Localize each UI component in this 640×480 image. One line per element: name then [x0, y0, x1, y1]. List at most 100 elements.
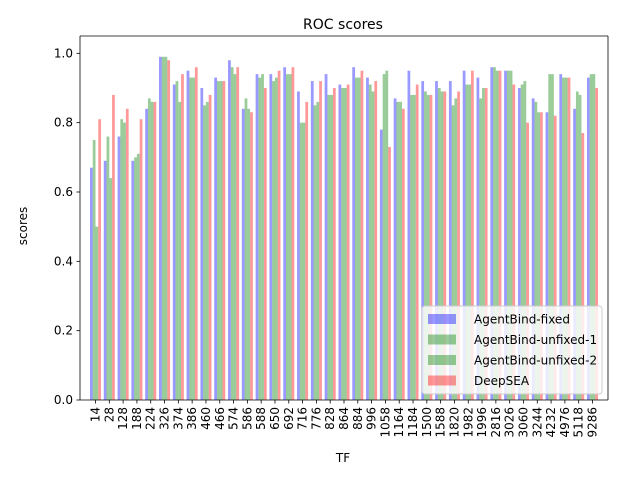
bar-agentbind-unfixed-2-5118 [578, 94, 582, 401]
x-tick-label: 716 [296, 407, 310, 430]
bar-agentbind-unfixed-2-326 [164, 56, 168, 401]
bar-agentbind-unfixed-2-224 [150, 101, 154, 401]
bar-deepsea-716 [305, 101, 309, 401]
bar-agentbind-unfixed-2-3026 [509, 70, 513, 401]
bar-agentbind-unfixed-1-864 [341, 88, 344, 400]
bar-agentbind-fixed-460 [200, 88, 204, 400]
bar-agentbind-unfixed-1-1588 [437, 88, 441, 400]
bar-agentbind-unfixed-1-14 [92, 140, 96, 400]
x-tick-label: 466 [213, 407, 227, 430]
bar-agentbind-unfixed-1-1500 [424, 91, 427, 400]
bar-agentbind-unfixed-2-2816 [495, 70, 499, 401]
bar-agentbind-fixed-1184 [407, 70, 411, 401]
bar-agentbind-unfixed-1-3060 [520, 84, 524, 400]
x-tick-label: 28 [102, 407, 116, 422]
x-tick-label: 884 [351, 407, 365, 430]
bar-agentbind-unfixed-2-9286 [592, 74, 596, 400]
x-tick-label: 996 [365, 407, 379, 430]
bar-agentbind-unfixed-1-224 [147, 98, 151, 401]
bar-agentbind-unfixed-1-1996 [479, 98, 483, 401]
bar-deepsea-574 [236, 67, 240, 400]
x-tick-label: 2816 [489, 407, 503, 438]
bar-agentbind-unfixed-2-188 [136, 153, 140, 400]
bar-agentbind-unfixed-1-716 [299, 122, 303, 401]
bar-agentbind-unfixed-2-1996 [482, 88, 485, 400]
bar-deepsea-588 [263, 88, 267, 400]
x-tick-label: 1588 [434, 407, 448, 438]
bar-agentbind-unfixed-2-650 [274, 77, 278, 400]
bar-deepsea-4976 [567, 77, 571, 400]
bar-agentbind-fixed-224 [145, 108, 148, 401]
bar-agentbind-fixed-574 [228, 60, 231, 401]
bar-agentbind-unfixed-1-374 [175, 81, 179, 400]
bar-agentbind-unfixed-2-14 [95, 226, 99, 400]
bar-agentbind-unfixed-2-3060 [523, 81, 527, 400]
bar-agentbind-unfixed-1-386 [189, 77, 193, 400]
bar-agentbind-fixed-188 [131, 160, 135, 400]
bar-agentbind-unfixed-2-574 [233, 74, 237, 400]
bar-deepsea-224 [153, 101, 157, 401]
bar-agentbind-fixed-776 [310, 81, 314, 400]
bar-agentbind-unfixed-2-4232 [551, 74, 554, 400]
bar-deepsea-3060 [526, 122, 529, 401]
x-tick-label: 574 [227, 407, 241, 430]
y-tick-label: 0.8 [54, 116, 73, 130]
x-tick-label: 692 [282, 407, 296, 430]
bar-agentbind-unfixed-2-1500 [426, 94, 430, 401]
bar-agentbind-unfixed-2-386 [192, 77, 195, 400]
bar-agentbind-unfixed-2-374 [178, 101, 182, 401]
x-tick-label: 188 [130, 407, 144, 430]
bar-deepsea-586 [250, 112, 253, 401]
bar-agentbind-fixed-1820 [448, 81, 452, 400]
bar-deepsea-864 [346, 84, 350, 400]
x-tick-label: 460 [199, 407, 213, 430]
bar-agentbind-unfixed-2-460 [205, 101, 209, 401]
x-tick-label: 586 [240, 407, 254, 430]
legend-label: AgentBind-unfixed-2 [474, 354, 597, 368]
bar-agentbind-fixed-326 [159, 56, 162, 401]
x-tick-label: 3026 [503, 407, 517, 438]
bar-deepsea-828 [332, 88, 336, 400]
bar-deepsea-460 [208, 94, 212, 401]
bar-deepsea-996 [374, 81, 378, 400]
x-tick-label: 1820 [447, 407, 461, 438]
bar-deepsea-1588 [443, 91, 447, 400]
bar-agentbind-fixed-4976 [559, 74, 563, 400]
x-axis-label: TF [335, 451, 350, 465]
y-tick-label: 0.0 [54, 393, 73, 407]
bar-agentbind-fixed-374 [172, 84, 176, 400]
y-tick-label: 0.6 [54, 185, 73, 199]
bar-deepsea-326 [167, 60, 171, 401]
bar-agentbind-unfixed-2-1588 [440, 91, 444, 400]
bar-agentbind-unfixed-1-1820 [451, 105, 455, 400]
bar-agentbind-unfixed-1-28 [106, 136, 110, 400]
x-tick-label: 776 [309, 407, 323, 430]
x-tick-label: 1058 [378, 407, 392, 438]
bar-agentbind-fixed-1058 [379, 129, 383, 400]
bar-agentbind-fixed-9286 [586, 77, 590, 400]
bar-agentbind-unfixed-2-864 [344, 88, 347, 400]
bar-deepsea-3244 [540, 112, 543, 401]
bar-agentbind-unfixed-2-1058 [385, 70, 389, 401]
bar-agentbind-fixed-2816 [490, 67, 494, 400]
bar-deepsea-776 [319, 81, 322, 400]
bar-agentbind-unfixed-2-1820 [454, 98, 458, 401]
bar-agentbind-fixed-650 [269, 74, 273, 400]
x-tick-label: 3060 [516, 407, 530, 438]
bar-deepsea-188 [139, 119, 143, 400]
bar-agentbind-unfixed-2-1164 [399, 101, 402, 401]
bar-agentbind-unfixed-1-460 [203, 105, 206, 400]
bar-agentbind-unfixed-1-188 [134, 157, 137, 400]
bar-agentbind-unfixed-2-3244 [537, 112, 541, 401]
x-tick-label: 224 [144, 407, 158, 430]
bar-agentbind-fixed-884 [352, 67, 356, 400]
x-tick-label: 4976 [558, 407, 572, 438]
bar-agentbind-fixed-1996 [476, 77, 480, 400]
bar-agentbind-fixed-386 [186, 70, 190, 401]
x-tick-label: 588 [254, 407, 268, 430]
bar-deepsea-1996 [484, 88, 488, 400]
x-tick-label: 4232 [544, 407, 558, 438]
bar-agentbind-unfixed-2-586 [247, 108, 251, 401]
bar-deepsea-5118 [581, 133, 585, 400]
bar-agentbind-unfixed-1-3026 [506, 70, 510, 401]
